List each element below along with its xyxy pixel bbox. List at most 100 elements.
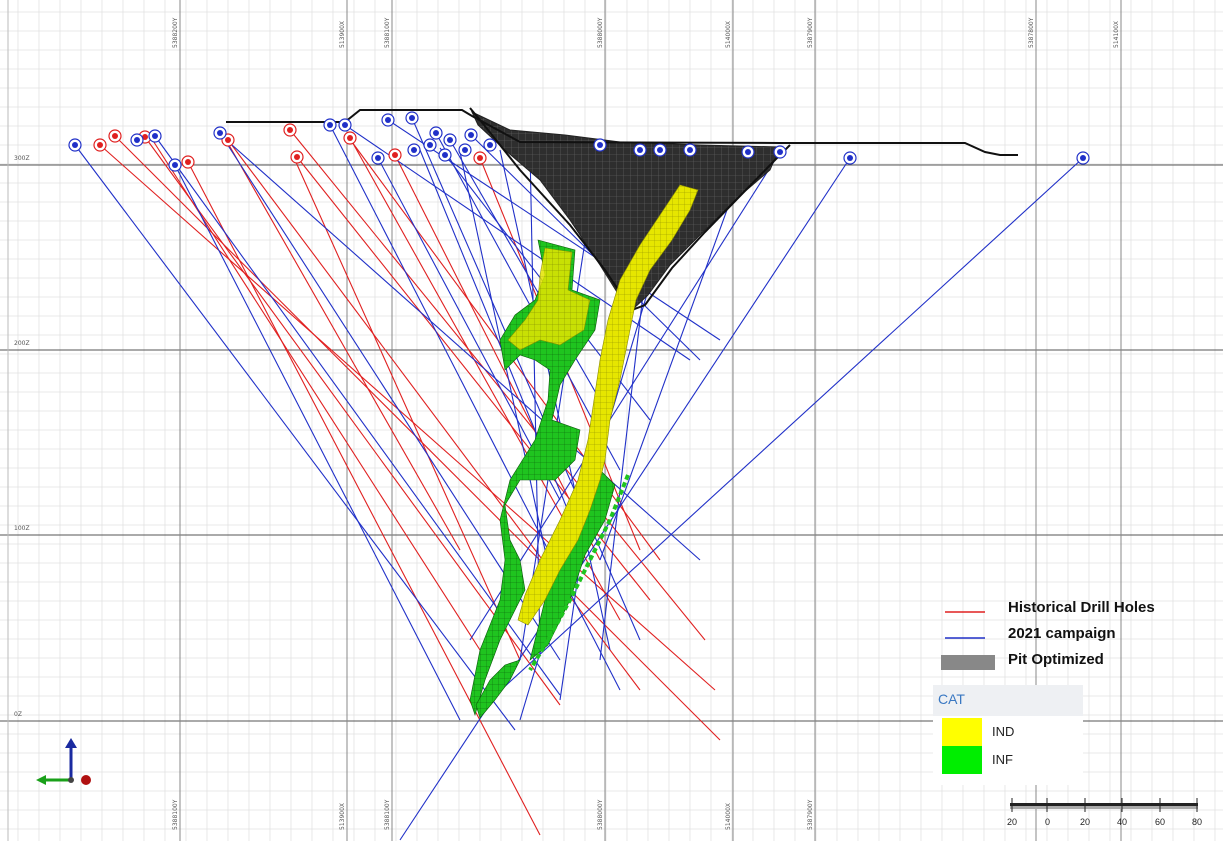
- collar-marker-center: [745, 149, 751, 155]
- collar-marker-center: [468, 132, 474, 138]
- elevation-label: 300Z: [14, 155, 30, 162]
- collar-marker-center: [447, 137, 453, 143]
- collar-marker-center: [217, 130, 223, 136]
- coordinate-label: 5387800Y: [1028, 17, 1035, 48]
- elevation-labels: 300Z 200Z 100Z 0Z: [14, 155, 30, 718]
- collar-marker-center: [411, 147, 417, 153]
- drill-hole-trace: [114, 135, 721, 741]
- drill-hole-trace: [599, 151, 749, 561]
- category-swatch-ind: [942, 718, 982, 746]
- scale-label: 0: [1045, 817, 1050, 827]
- drill-hole-trace: [289, 129, 706, 641]
- collar-marker-center: [462, 147, 468, 153]
- coordinate-label: 5388000Y: [597, 799, 604, 830]
- collar-marker-center: [287, 127, 293, 133]
- drill-legend: Historical Drill Holes 2021 campaign Pit…: [941, 599, 1155, 670]
- collar-marker-center: [777, 149, 783, 155]
- coordinate-label: 513900X: [339, 803, 346, 830]
- topography-line: [226, 109, 1018, 156]
- collar-marker-center: [427, 142, 433, 148]
- legend-label-2021: 2021 campaign: [1008, 625, 1116, 642]
- coordinate-label: 5388100Y: [384, 17, 391, 48]
- drill-hole-trace: [459, 151, 561, 621]
- legend-swatch-pit: [941, 655, 995, 670]
- category-swatch-inf: [942, 746, 982, 774]
- collar-marker-center: [134, 137, 140, 143]
- drill-hole-trace: [154, 135, 561, 696]
- drill-hole-trace: [187, 161, 541, 836]
- coordinate-label: 5388000Y: [597, 17, 604, 48]
- category-label-ind: IND: [992, 724, 1014, 739]
- collar-marker-center: [847, 155, 853, 161]
- coordinate-label: 5388100Y: [172, 799, 179, 830]
- collar-marker-center: [477, 155, 483, 161]
- collar-marker-center: [687, 147, 693, 153]
- ind-blocks: [507, 184, 699, 626]
- collar-marker-center: [142, 134, 148, 140]
- category-label-inf: INF: [992, 752, 1013, 767]
- collar-marker-center: [1080, 155, 1086, 161]
- collar-marker-center: [112, 133, 118, 139]
- collar-marker-center: [487, 142, 493, 148]
- scale-label: 80: [1192, 817, 1202, 827]
- drill-hole-trace: [294, 159, 521, 661]
- collar-marker-center: [385, 117, 391, 123]
- collar-marker-center: [597, 142, 603, 148]
- collar-marker-center: [172, 162, 178, 168]
- drill-hole-trace: [149, 135, 481, 651]
- coordinate-label: 5388100Y: [384, 799, 391, 830]
- axis-orientation-icon: [36, 738, 91, 785]
- legend-label-pit: Pit Optimized: [1008, 651, 1104, 668]
- elevation-label: 100Z: [14, 525, 30, 532]
- collar-marker-center: [433, 130, 439, 136]
- collar-marker-center: [347, 135, 353, 141]
- coordinate-label: 514000X: [725, 803, 732, 830]
- coordinate-label: 514100X: [1113, 21, 1120, 48]
- legend-label-historical: Historical Drill Holes: [1008, 599, 1155, 616]
- elevation-label: 0Z: [14, 711, 22, 718]
- collar-marker-center: [185, 159, 191, 165]
- collar-marker-center: [392, 152, 398, 158]
- drill-hole-trace: [174, 164, 461, 721]
- drill-hole-trace: [435, 132, 621, 471]
- coordinate-label: 5388200Y: [172, 17, 179, 48]
- collar-marker-center: [327, 122, 333, 128]
- drill-hole-trace: [394, 154, 601, 561]
- collar-marker-center: [637, 147, 643, 153]
- drill-hole-trace: [227, 139, 641, 691]
- inf-blocks: [469, 239, 630, 719]
- category-legend-title: CAT: [938, 691, 965, 707]
- elevation-label: 200Z: [14, 340, 30, 347]
- drill-hole-trace: [144, 136, 561, 706]
- collar-marker-center: [294, 154, 300, 160]
- drill-hole-trace: [224, 137, 461, 551]
- category-legend-header: [933, 685, 1083, 716]
- scale-label: 60: [1155, 817, 1165, 827]
- collar-marker-center: [342, 122, 348, 128]
- scale-label: 40: [1117, 817, 1127, 827]
- collar-marker-center: [72, 142, 78, 148]
- collar-marker-center: [375, 155, 381, 161]
- drill-hole-trace: [470, 134, 701, 361]
- collar-marker-center: [225, 137, 231, 143]
- drill-hole-trace: [99, 144, 716, 691]
- collar-marker-center: [657, 147, 663, 153]
- coordinate-label: 5387900Y: [807, 17, 814, 48]
- scale-label: 20: [1080, 817, 1090, 827]
- coordinate-label: 514000X: [725, 21, 732, 48]
- scale-label: 20: [1007, 817, 1017, 827]
- bottom-coordinate-labels: 5388100Y 513900X 5388100Y 5388000Y 51400…: [172, 799, 814, 830]
- collar-marker-center: [409, 115, 415, 121]
- drill-hole-trace: [377, 157, 561, 501]
- scale-bar: 20 0 20 40 60 80: [1007, 798, 1202, 827]
- drill-hole-trace: [399, 157, 851, 841]
- collar-marker-center: [97, 142, 103, 148]
- drill-hole-trace: [344, 124, 691, 361]
- drill-hole-trace: [74, 144, 516, 731]
- collar-marker-center: [152, 133, 158, 139]
- category-legend: CAT IND INF: [933, 685, 1083, 785]
- coordinate-label: 5387900Y: [807, 799, 814, 830]
- coordinate-label: 513900X: [339, 21, 346, 48]
- drill-hole-trace: [489, 157, 1084, 701]
